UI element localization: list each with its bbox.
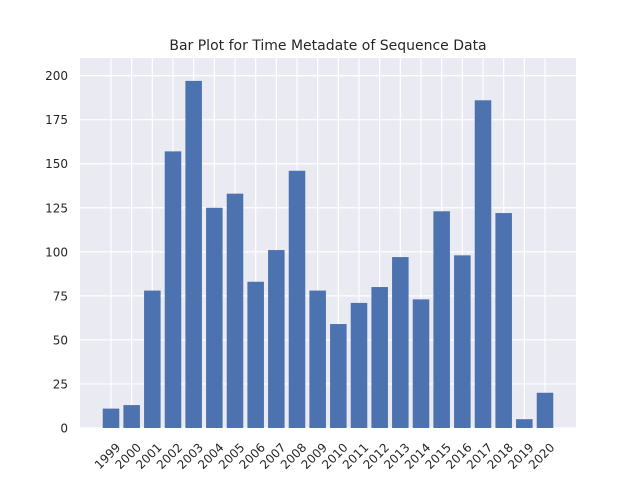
bars	[102, 80, 554, 429]
bar-2010	[330, 324, 347, 428]
bar-2001	[144, 290, 161, 428]
y-tick-label: 200	[45, 69, 68, 83]
bar-2006	[247, 281, 264, 428]
y-tick-label: 75	[53, 289, 68, 303]
bar-2000	[123, 405, 140, 428]
bar-2003	[185, 80, 202, 429]
bar-1999	[102, 408, 120, 428]
x-axis-ticks: 1999200020012002200320042005200620072008…	[92, 440, 557, 471]
bar-2016	[454, 255, 471, 428]
chart-title: Bar Plot for Time Metadate of Sequence D…	[169, 38, 486, 54]
bar-2005	[226, 193, 244, 428]
bar-2002	[164, 151, 182, 428]
bar-2015	[433, 211, 450, 428]
bar-2007	[268, 250, 285, 428]
bar-2009	[309, 290, 326, 428]
bar-2017	[474, 100, 492, 429]
y-tick-label: 150	[45, 157, 68, 171]
bar-2004	[206, 207, 223, 428]
y-tick-label: 125	[45, 201, 68, 215]
y-axis-ticks: 0 25 50 75 100 125 150 175 200	[45, 69, 68, 435]
bar-2019	[516, 419, 533, 428]
y-tick-label: 25	[53, 377, 68, 391]
y-tick-label: 175	[45, 113, 68, 127]
bar-2018	[495, 213, 512, 428]
bar-2011	[350, 302, 368, 428]
bar-2008	[288, 170, 306, 428]
bar-2012	[371, 287, 388, 428]
y-tick-label: 100	[45, 245, 68, 259]
bar-2020	[536, 392, 554, 428]
y-tick-label: 50	[53, 333, 68, 347]
bar-2013	[392, 257, 409, 428]
bar-2014	[412, 299, 430, 428]
y-tick-label: 0	[60, 422, 68, 436]
